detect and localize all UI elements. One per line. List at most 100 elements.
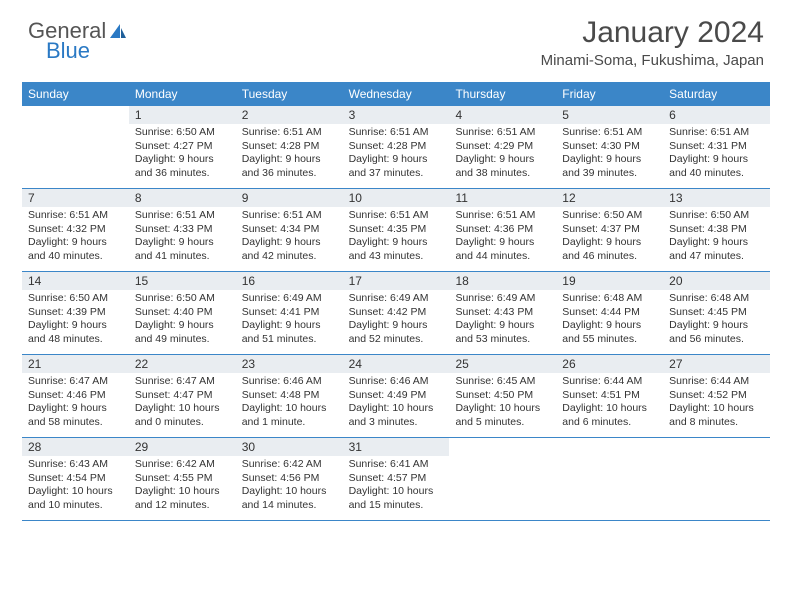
daylight-text: Daylight: 9 hours and 51 minutes.: [242, 319, 337, 346]
day-details: Sunrise: 6:44 AMSunset: 4:52 PMDaylight:…: [663, 373, 770, 436]
day-details: Sunrise: 6:48 AMSunset: 4:45 PMDaylight:…: [663, 290, 770, 353]
location-subtitle: Minami-Soma, Fukushima, Japan: [541, 52, 764, 69]
day-cell: 30Sunrise: 6:42 AMSunset: 4:56 PMDayligh…: [236, 438, 343, 520]
day-cell: 19Sunrise: 6:48 AMSunset: 4:44 PMDayligh…: [556, 272, 663, 354]
day-details: Sunrise: 6:51 AMSunset: 4:32 PMDaylight:…: [22, 207, 129, 270]
day-number: 12: [556, 189, 663, 207]
day-cell: [449, 438, 556, 520]
logo-sail-icon: [108, 22, 128, 40]
sunrise-text: Sunrise: 6:49 AM: [455, 292, 550, 306]
day-number: 21: [22, 355, 129, 373]
sunrise-text: Sunrise: 6:41 AM: [349, 458, 444, 472]
week-row: 21Sunrise: 6:47 AMSunset: 4:46 PMDayligh…: [22, 355, 770, 438]
daylight-text: Daylight: 9 hours and 58 minutes.: [28, 402, 123, 429]
sunset-text: Sunset: 4:55 PM: [135, 472, 230, 486]
day-cell: 12Sunrise: 6:50 AMSunset: 4:37 PMDayligh…: [556, 189, 663, 271]
calendar-header-row: SundayMondayTuesdayWednesdayThursdayFrid…: [22, 82, 770, 106]
sunset-text: Sunset: 4:38 PM: [669, 223, 764, 237]
sunset-text: Sunset: 4:52 PM: [669, 389, 764, 403]
sunset-text: Sunset: 4:56 PM: [242, 472, 337, 486]
sunset-text: Sunset: 4:47 PM: [135, 389, 230, 403]
sunset-text: Sunset: 4:32 PM: [28, 223, 123, 237]
day-cell: 9Sunrise: 6:51 AMSunset: 4:34 PMDaylight…: [236, 189, 343, 271]
sunrise-text: Sunrise: 6:51 AM: [669, 126, 764, 140]
day-number: 13: [663, 189, 770, 207]
day-cell: 23Sunrise: 6:46 AMSunset: 4:48 PMDayligh…: [236, 355, 343, 437]
day-cell: [22, 106, 129, 188]
sunset-text: Sunset: 4:40 PM: [135, 306, 230, 320]
day-number: 11: [449, 189, 556, 207]
day-cell: 21Sunrise: 6:47 AMSunset: 4:46 PMDayligh…: [22, 355, 129, 437]
sunrise-text: Sunrise: 6:51 AM: [135, 209, 230, 223]
logo-line2: Blue: [46, 38, 90, 64]
sunset-text: Sunset: 4:39 PM: [28, 306, 123, 320]
day-details: Sunrise: 6:50 AMSunset: 4:27 PMDaylight:…: [129, 124, 236, 187]
day-details: Sunrise: 6:42 AMSunset: 4:56 PMDaylight:…: [236, 456, 343, 519]
daylight-text: Daylight: 9 hours and 40 minutes.: [28, 236, 123, 263]
day-cell: 24Sunrise: 6:46 AMSunset: 4:49 PMDayligh…: [343, 355, 450, 437]
daylight-text: Daylight: 9 hours and 37 minutes.: [349, 153, 444, 180]
sunset-text: Sunset: 4:41 PM: [242, 306, 337, 320]
sunrise-text: Sunrise: 6:50 AM: [562, 209, 657, 223]
daylight-text: Daylight: 10 hours and 3 minutes.: [349, 402, 444, 429]
sunrise-text: Sunrise: 6:46 AM: [349, 375, 444, 389]
day-cell: 4Sunrise: 6:51 AMSunset: 4:29 PMDaylight…: [449, 106, 556, 188]
day-cell: 26Sunrise: 6:44 AMSunset: 4:51 PMDayligh…: [556, 355, 663, 437]
day-cell: 17Sunrise: 6:49 AMSunset: 4:42 PMDayligh…: [343, 272, 450, 354]
day-details: Sunrise: 6:43 AMSunset: 4:54 PMDaylight:…: [22, 456, 129, 519]
day-cell: 14Sunrise: 6:50 AMSunset: 4:39 PMDayligh…: [22, 272, 129, 354]
daylight-text: Daylight: 9 hours and 41 minutes.: [135, 236, 230, 263]
sunrise-text: Sunrise: 6:45 AM: [455, 375, 550, 389]
day-cell: 16Sunrise: 6:49 AMSunset: 4:41 PMDayligh…: [236, 272, 343, 354]
sunrise-text: Sunrise: 6:51 AM: [28, 209, 123, 223]
sunset-text: Sunset: 4:33 PM: [135, 223, 230, 237]
sunset-text: Sunset: 4:29 PM: [455, 140, 550, 154]
day-details: Sunrise: 6:49 AMSunset: 4:42 PMDaylight:…: [343, 290, 450, 353]
sunrise-text: Sunrise: 6:47 AM: [135, 375, 230, 389]
day-number: 9: [236, 189, 343, 207]
day-number: 8: [129, 189, 236, 207]
day-cell: 8 Sunrise: 6:51 AMSunset: 4:33 PMDaylight…: [129, 189, 236, 271]
logo-text-blue: Blue: [46, 38, 90, 64]
sunrise-text: Sunrise: 6:48 AM: [562, 292, 657, 306]
day-cell: 10Sunrise: 6:51 AMSunset: 4:35 PMDayligh…: [343, 189, 450, 271]
daylight-text: Daylight: 9 hours and 49 minutes.: [135, 319, 230, 346]
daylight-text: Daylight: 10 hours and 5 minutes.: [455, 402, 550, 429]
sunrise-text: Sunrise: 6:42 AM: [135, 458, 230, 472]
day-number: 17: [343, 272, 450, 290]
daylight-text: Daylight: 9 hours and 48 minutes.: [28, 319, 123, 346]
day-details: Sunrise: 6:45 AMSunset: 4:50 PMDaylight:…: [449, 373, 556, 436]
daylight-text: Daylight: 9 hours and 40 minutes.: [669, 153, 764, 180]
day-details: Sunrise: 6:46 AMSunset: 4:48 PMDaylight:…: [236, 373, 343, 436]
sunset-text: Sunset: 4:27 PM: [135, 140, 230, 154]
day-details: Sunrise: 6:42 AMSunset: 4:55 PMDaylight:…: [129, 456, 236, 519]
day-number: 25: [449, 355, 556, 373]
sunrise-text: Sunrise: 6:51 AM: [562, 126, 657, 140]
day-number: 26: [556, 355, 663, 373]
day-details: Sunrise: 6:50 AMSunset: 4:38 PMDaylight:…: [663, 207, 770, 270]
day-details: Sunrise: 6:47 AMSunset: 4:47 PMDaylight:…: [129, 373, 236, 436]
day-cell: 7Sunrise: 6:51 AMSunset: 4:32 PMDaylight…: [22, 189, 129, 271]
day-details: Sunrise: 6:41 AMSunset: 4:57 PMDaylight:…: [343, 456, 450, 519]
daylight-text: Daylight: 10 hours and 10 minutes.: [28, 485, 123, 512]
day-number: 31: [343, 438, 450, 456]
day-cell: [663, 438, 770, 520]
week-row: 1Sunrise: 6:50 AMSunset: 4:27 PMDaylight…: [22, 106, 770, 189]
daylight-text: Daylight: 9 hours and 38 minutes.: [455, 153, 550, 180]
sunrise-text: Sunrise: 6:47 AM: [28, 375, 123, 389]
day-number: 14: [22, 272, 129, 290]
weekday-header: Thursday: [449, 82, 556, 106]
week-row: 14Sunrise: 6:50 AMSunset: 4:39 PMDayligh…: [22, 272, 770, 355]
daylight-text: Daylight: 9 hours and 46 minutes.: [562, 236, 657, 263]
weekday-header: Monday: [129, 82, 236, 106]
day-details: Sunrise: 6:47 AMSunset: 4:46 PMDaylight:…: [22, 373, 129, 436]
sunset-text: Sunset: 4:28 PM: [242, 140, 337, 154]
sunset-text: Sunset: 4:45 PM: [669, 306, 764, 320]
day-details: Sunrise: 6:51 AMSunset: 4:29 PMDaylight:…: [449, 124, 556, 187]
sunset-text: Sunset: 4:54 PM: [28, 472, 123, 486]
day-number: 24: [343, 355, 450, 373]
sunrise-text: Sunrise: 6:46 AM: [242, 375, 337, 389]
daylight-text: Daylight: 9 hours and 36 minutes.: [135, 153, 230, 180]
sunrise-text: Sunrise: 6:49 AM: [349, 292, 444, 306]
sunset-text: Sunset: 4:43 PM: [455, 306, 550, 320]
